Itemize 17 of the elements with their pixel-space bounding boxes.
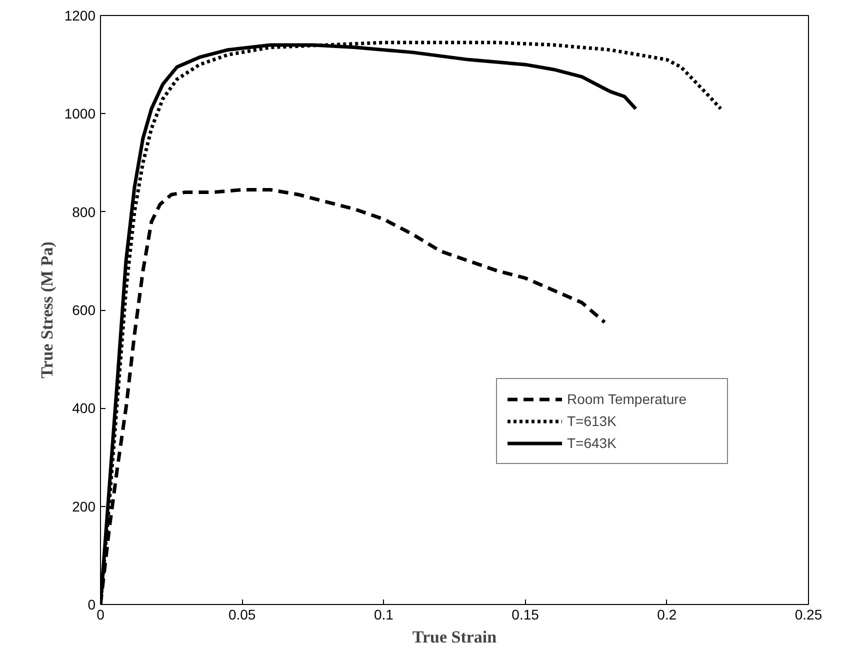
x-tick-label: 0.25 xyxy=(794,606,822,622)
y-tick-label: 800 xyxy=(72,204,96,220)
y-tick-label: 0 xyxy=(88,596,96,612)
y-tick-label: 400 xyxy=(72,400,96,416)
y-axis-title: True Stress (M Pa) xyxy=(37,242,56,378)
x-axis-title: True Strain xyxy=(412,628,498,646)
y-tick-label: 600 xyxy=(72,302,96,318)
y-tick-label: 200 xyxy=(72,498,96,514)
y-tick-label: 1200 xyxy=(64,8,96,24)
x-tick-label: 0.15 xyxy=(512,606,540,622)
x-tick-label: 0.1 xyxy=(374,606,394,622)
y-tick-label: 1000 xyxy=(64,106,96,122)
legend-label: Room Temperature xyxy=(567,391,688,407)
legend-label: T=643K xyxy=(567,435,618,451)
x-tick-label: 0.2 xyxy=(657,606,677,622)
x-tick-label: 0.05 xyxy=(228,606,256,622)
legend-label: T=613K xyxy=(567,413,618,429)
